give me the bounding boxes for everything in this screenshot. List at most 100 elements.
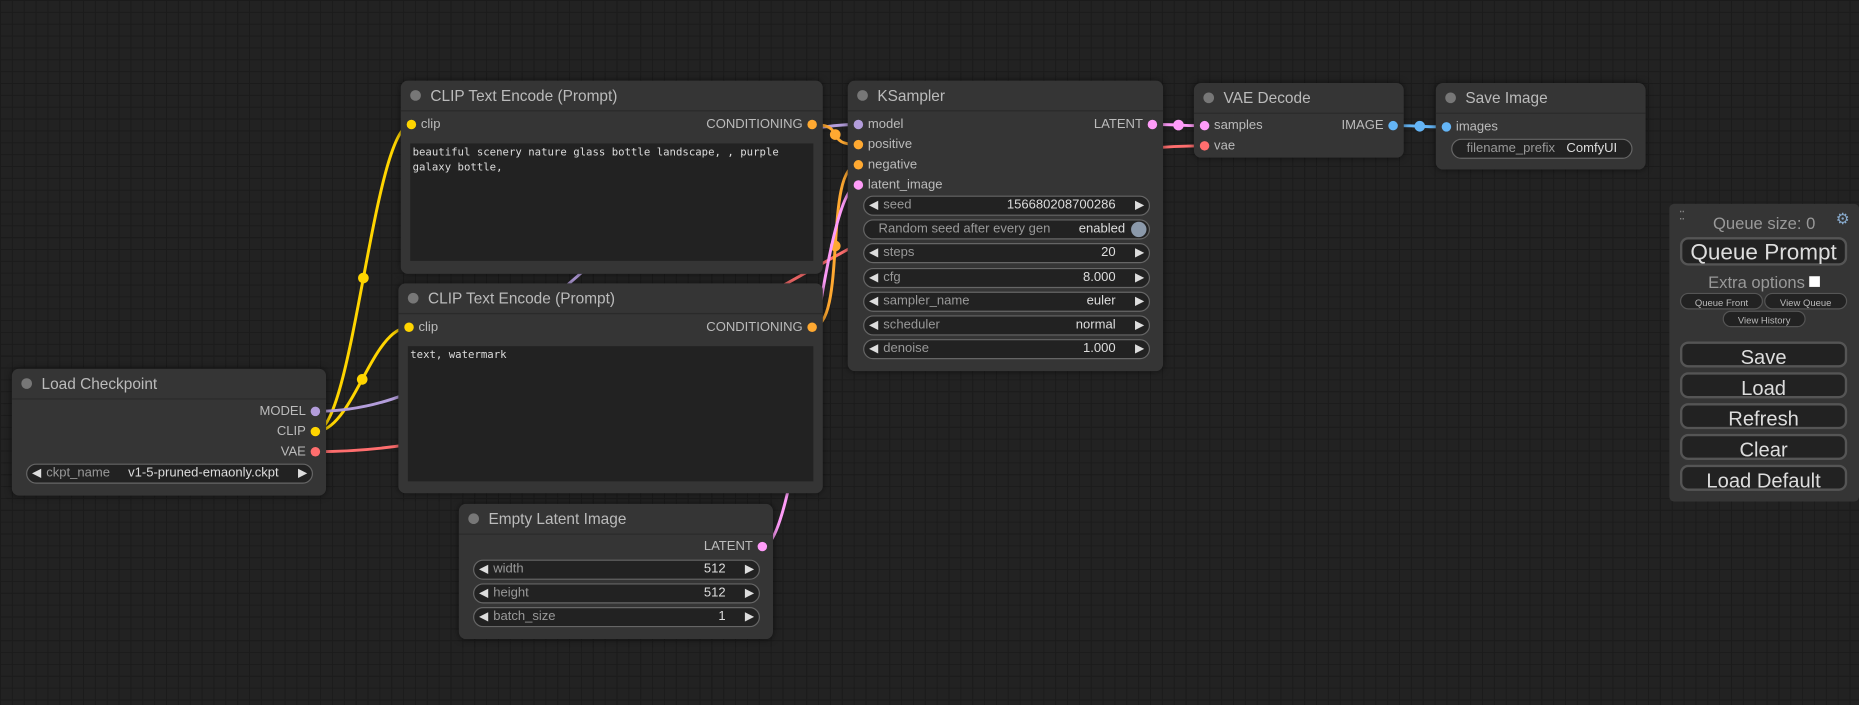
output-slot-latent[interactable]: LATENT	[704, 538, 768, 555]
increment-arrow-icon[interactable]: ▶	[1134, 342, 1145, 356]
collapse-dot-icon[interactable]	[21, 378, 33, 389]
widget-cfg[interactable]: ◀ cfg 8.000 ▶	[863, 267, 1151, 288]
model-input-dot-icon[interactable]	[853, 119, 864, 130]
link-center-dot-icon[interactable]	[829, 129, 841, 140]
decrement-arrow-icon[interactable]: ◀	[478, 563, 489, 577]
decrement-arrow-icon[interactable]: ◀	[869, 294, 879, 309]
increment-arrow-icon[interactable]: ▶	[1134, 199, 1145, 213]
widget-value[interactable]: 512	[703, 561, 726, 577]
input-slot-images[interactable]: images	[1441, 119, 1498, 136]
negative-input-dot-icon[interactable]	[853, 160, 864, 170]
collapse-dot-icon[interactable]	[468, 513, 479, 525]
decrement-arrow-icon[interactable]: ◀	[869, 247, 879, 261]
widget-random-seed-after-every-gen[interactable]: Random seed after every gen enabled	[863, 219, 1151, 240]
widget-filename_prefix[interactable]: filename_prefix ComfyUI	[1451, 138, 1633, 159]
save-button[interactable]: Save	[1679, 341, 1848, 369]
output-slot-vae[interactable]: VAE	[281, 443, 322, 460]
samples-input-dot-icon[interactable]	[1199, 120, 1210, 131]
node-title-bar[interactable]: Save Image	[1435, 83, 1646, 114]
widget-value[interactable]: 156680208700286	[1006, 197, 1116, 213]
input-slot-clip[interactable]: clip	[403, 319, 438, 336]
decrement-arrow-icon[interactable]: ◀	[478, 611, 489, 625]
conditioning-output-dot-icon[interactable]	[807, 119, 817, 130]
clip-output-dot-icon[interactable]	[310, 426, 321, 437]
increment-arrow-icon[interactable]: ▶	[744, 563, 755, 577]
vae-decode-node[interactable]: VAE Decode samples vae IMAGE	[1193, 82, 1404, 158]
latent_image-input-dot-icon[interactable]	[853, 180, 864, 190]
decrement-arrow-icon[interactable]: ◀	[869, 271, 879, 285]
widget-value[interactable]: 20	[1101, 245, 1116, 261]
gear-icon[interactable]: ⚙	[1835, 209, 1850, 228]
decrement-arrow-icon[interactable]: ◀	[869, 342, 879, 356]
refresh-button[interactable]: Refresh	[1679, 403, 1848, 430]
widget-steps[interactable]: ◀ steps 20 ▶	[863, 243, 1151, 264]
widget-value[interactable]: euler	[1086, 293, 1116, 309]
output-slot-latent[interactable]: LATENT	[1094, 116, 1158, 133]
toggle-knob-icon[interactable]	[1131, 221, 1147, 238]
latent-output-dot-icon[interactable]	[1147, 119, 1158, 130]
widget-seed[interactable]: ◀ seed 156680208700286 ▶	[863, 195, 1151, 216]
collapse-dot-icon[interactable]	[1445, 92, 1456, 104]
widget-width[interactable]: ◀ width 512 ▶	[473, 559, 760, 580]
link-center-dot-icon[interactable]	[1414, 120, 1426, 132]
vae-output-dot-icon[interactable]	[310, 446, 321, 457]
drag-handle-icon[interactable]: ⁚⁚	[1678, 209, 1685, 223]
positive-input-dot-icon[interactable]	[853, 139, 864, 150]
node-title-bar[interactable]: CLIP Text Encode (Prompt)	[400, 81, 823, 112]
ksampler-node[interactable]: KSampler model positive negative latent_imag…	[847, 80, 1164, 372]
extra-options-checkbox[interactable]	[1809, 276, 1821, 287]
image-output-dot-icon[interactable]	[1388, 120, 1398, 131]
latent-output-dot-icon[interactable]	[757, 541, 768, 552]
output-slot-conditioning[interactable]: CONDITIONING	[706, 319, 818, 336]
view-queue-button[interactable]: View Queue	[1764, 292, 1848, 310]
clip-input-dot-icon[interactable]	[406, 119, 417, 130]
collapse-dot-icon[interactable]	[407, 292, 419, 304]
increment-arrow-icon[interactable]: ▶	[744, 611, 755, 625]
prompt-textarea[interactable]: text, watermark	[407, 346, 814, 482]
widget-value[interactable]: 1	[718, 609, 726, 625]
input-slot-model[interactable]: model	[852, 116, 903, 133]
widget-value[interactable]: normal	[1075, 317, 1116, 332]
decrement-arrow-icon[interactable]: ◀	[32, 467, 42, 481]
output-slot-image[interactable]: IMAGE	[1342, 117, 1399, 134]
input-slot-vae[interactable]: vae	[1199, 138, 1235, 155]
images-input-dot-icon[interactable]	[1441, 122, 1452, 132]
decrement-arrow-icon[interactable]: ◀	[869, 318, 879, 332]
queue-prompt-button[interactable]: Queue Prompt	[1679, 237, 1848, 266]
increment-arrow-icon[interactable]: ▶	[1134, 247, 1145, 261]
input-slot-latent_image[interactable]: latent_image	[852, 177, 943, 194]
increment-arrow-icon[interactable]: ▶	[1134, 318, 1145, 332]
increment-arrow-icon[interactable]: ▶	[1134, 294, 1145, 309]
link-center-dot-icon[interactable]	[1173, 119, 1184, 131]
empty-latent-image-node[interactable]: Empty Latent Image LATENT ◀ width 512 ▶ ◀ heigh…	[458, 503, 774, 640]
node-title-bar[interactable]: KSampler	[847, 81, 1164, 112]
increment-arrow-icon[interactable]: ▶	[1134, 271, 1145, 285]
collapse-dot-icon[interactable]	[410, 90, 421, 101]
model-output-dot-icon[interactable]	[310, 406, 321, 417]
widget-denoise[interactable]: ◀ denoise 1.000 ▶	[863, 339, 1151, 360]
output-slot-clip[interactable]: CLIP	[277, 423, 321, 440]
widget-batch_size[interactable]: ◀ batch_size 1 ▶	[473, 607, 760, 628]
widget-value[interactable]: 512	[703, 585, 726, 601]
conditioning-output-dot-icon[interactable]	[807, 322, 817, 332]
increment-arrow-icon[interactable]: ▶	[744, 587, 755, 601]
clip-input-dot-icon[interactable]	[404, 322, 414, 332]
link-center-dot-icon[interactable]	[356, 374, 368, 385]
input-slot-clip[interactable]: clip	[405, 116, 440, 133]
collapse-dot-icon[interactable]	[857, 90, 868, 101]
link-center-dot-icon[interactable]	[358, 272, 369, 284]
load-default-button[interactable]: Load Default	[1679, 464, 1848, 492]
output-slot-conditioning[interactable]: CONDITIONING	[706, 116, 818, 133]
load-checkpoint-node[interactable]: Load Checkpoint MODEL CLIP VAE ◀ ckpt_name v1-…	[11, 368, 327, 496]
collapse-dot-icon[interactable]	[1203, 92, 1215, 104]
increment-arrow-icon[interactable]: ▶	[297, 467, 308, 481]
prompt-textarea[interactable]: beautiful scenery nature glass bottle la…	[410, 143, 814, 261]
widget-ckpt_name[interactable]: ◀ ckpt_name v1-5-pruned-emaonly.ckpt ▶	[26, 463, 313, 484]
input-slot-negative[interactable]: negative	[852, 156, 917, 173]
node-title-bar[interactable]: CLIP Text Encode (Prompt)	[398, 283, 823, 315]
widget-height[interactable]: ◀ height 512 ▶	[473, 583, 760, 604]
view-history-button[interactable]: View History	[1722, 310, 1806, 328]
queue-front-button[interactable]: Queue Front	[1679, 292, 1763, 310]
widget-value[interactable]: 1.000	[1083, 341, 1116, 356]
